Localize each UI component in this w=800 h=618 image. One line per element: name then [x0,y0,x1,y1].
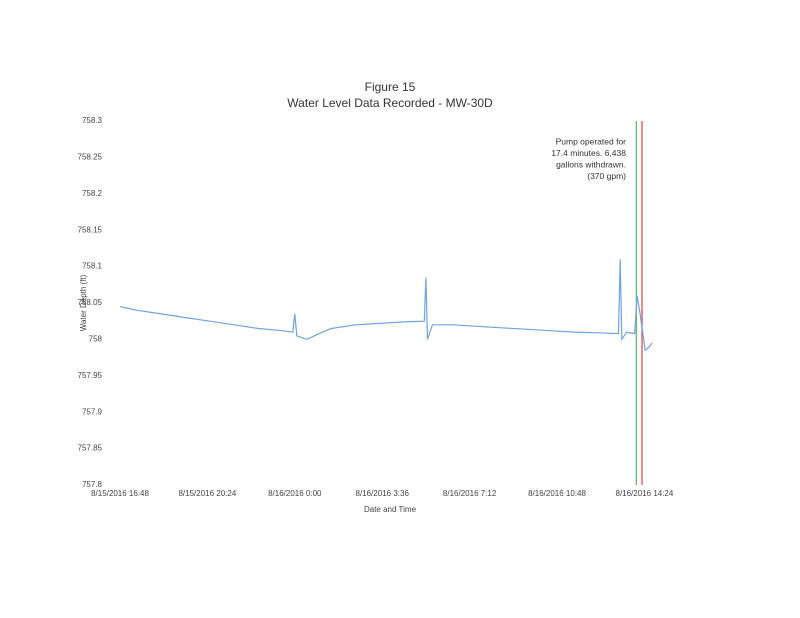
y-tick-label: 757.95 [78,371,103,380]
x-tick-label: 8/16/2016 14:24 [616,489,674,498]
x-tick-label: 8/16/2016 10:48 [528,489,586,498]
y-axis-label: Water Depth (ft) [79,274,88,331]
annotation: 17.4 minutes. 6,438 [551,148,626,158]
annotation: gallons withdrawn. [556,159,626,169]
x-tick-label: 8/15/2016 16:48 [91,489,149,498]
chart-title: Figure 15 [365,80,416,94]
x-tick-label: 8/15/2016 20:24 [178,489,236,498]
y-tick-label: 757.8 [82,480,103,489]
y-tick-label: 758.2 [82,189,103,198]
y-tick-label: 758.3 [82,116,103,125]
y-tick-label: 757.85 [78,444,103,453]
data-line [119,259,653,352]
y-tick-label: 758 [89,335,103,344]
x-tick-label: 8/16/2016 0:00 [268,489,322,498]
x-tick-label: 8/16/2016 3:36 [356,489,410,498]
y-tick-label: 758.1 [82,262,103,271]
y-tick-label: 757.9 [82,407,103,416]
y-tick-label: 758.15 [78,225,103,234]
y-tick-label: 758.25 [78,153,103,162]
x-tick-label: 8/16/2016 7:12 [443,489,497,498]
y-tick-label: 758.05 [78,298,103,307]
annotation: Pump operated for [556,136,627,146]
x-axis-label: Date and Time [364,505,417,514]
chart-subtitle: Water Level Data Recorded - MW-30D [287,96,493,110]
annotation: (370 gpm) [587,171,626,181]
